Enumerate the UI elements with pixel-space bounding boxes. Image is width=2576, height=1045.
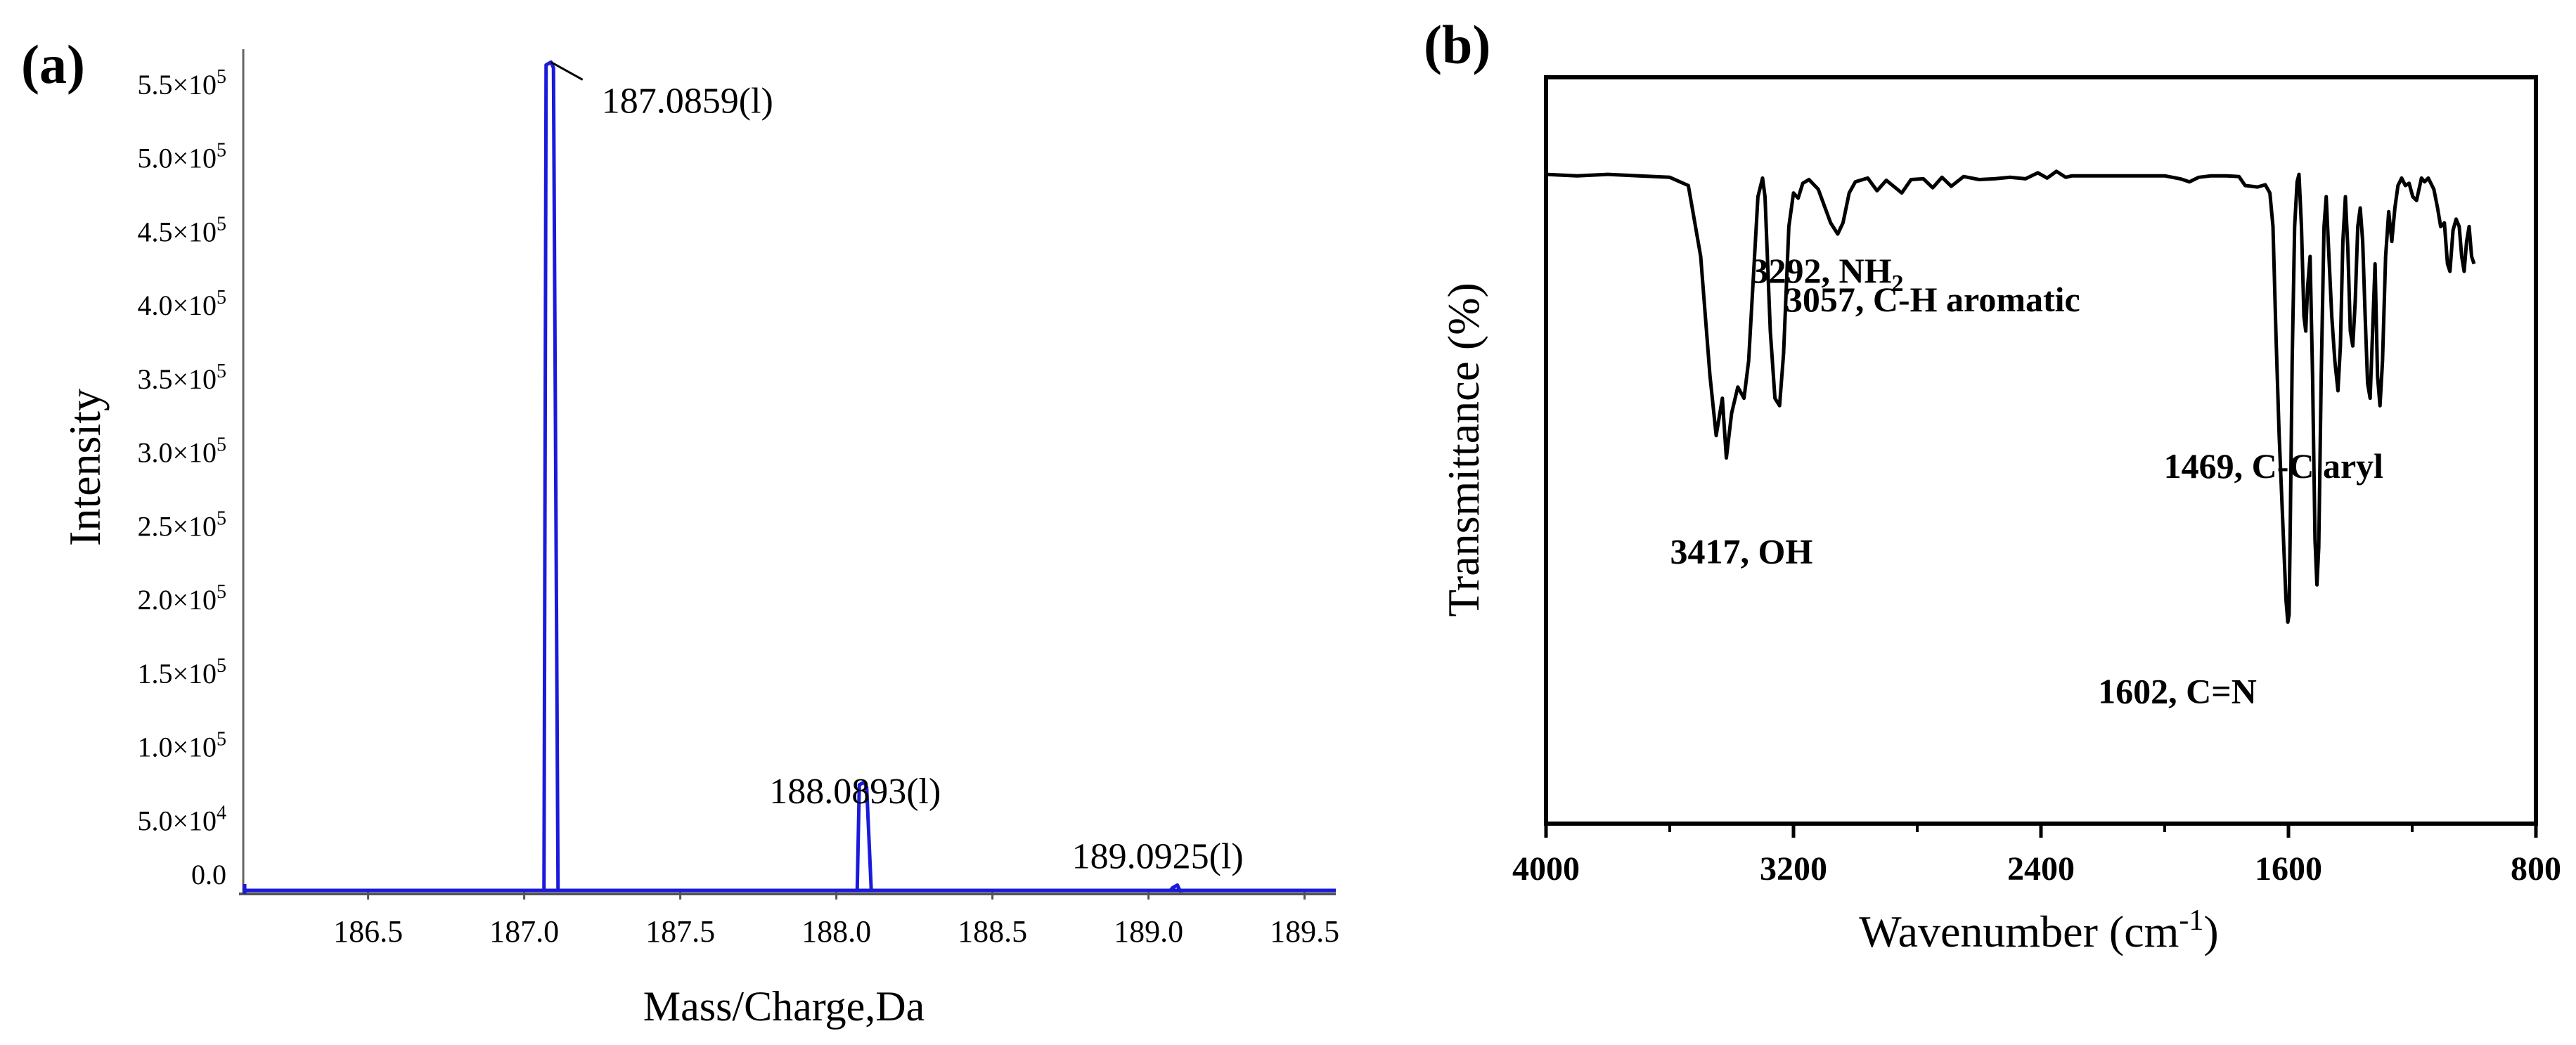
- a-y-tick-exponent: 5: [217, 140, 226, 162]
- a-y-tick-exponent: 5: [217, 361, 226, 382]
- a-y-tick-exponent: 5: [217, 507, 226, 529]
- a-y-tick-label: 3.5×105: [137, 361, 226, 395]
- a-y-tick-label: 5.5×105: [137, 66, 226, 100]
- a-y-tick-exponent: 5: [217, 213, 226, 235]
- a-y-tick-mantissa: 4.5×10: [137, 216, 217, 247]
- b-x-axis-title-sup: -1: [2179, 904, 2203, 937]
- b-annotation-text: 3417, OH: [1670, 532, 1813, 571]
- b-x-axis-title: Wavenumber (cm-1): [1859, 904, 2218, 956]
- a-annotation-leader: [550, 61, 584, 81]
- a-y-axis-title: Intensity: [60, 389, 110, 546]
- a-y-tick-mantissa: 2.5×10: [137, 510, 217, 542]
- a-y-tick-label: 2.5×105: [137, 507, 226, 542]
- a-y-tick-mantissa: 5.5×10: [137, 69, 217, 100]
- a-y-tick-mantissa: 2.0×10: [137, 584, 217, 616]
- a-ticks: 186.5 187.0 187.5 188.0 188.5 189.0 189.5 0.0 5.…: [137, 66, 1339, 949]
- a-y-tick-label: 1.5×105: [137, 655, 226, 689]
- a-peak-1: [855, 780, 873, 891]
- a-peak-2: [1168, 883, 1185, 893]
- a-peak-0: [542, 60, 560, 891]
- b-annotation-text: 1469, C-C aryl: [2164, 446, 2384, 486]
- a-annotation-label: 187.0859(l): [602, 81, 773, 121]
- a-y-tick-label: 4.0×105: [137, 287, 226, 321]
- panel-label-b: (b): [1424, 14, 1490, 75]
- a-y-tick-mantissa: 3.5×10: [137, 363, 217, 395]
- a-y-tick-exponent: 5: [217, 434, 226, 456]
- panel-label-a: (a): [21, 34, 85, 95]
- a-y-tick-exponent: 5: [217, 581, 226, 603]
- b-x-tick-label: 1600: [2255, 850, 2322, 888]
- a-x-tick-label: 189.0: [1114, 914, 1183, 949]
- b-x-tick-label: 4000: [1512, 850, 1580, 888]
- a-data-marks: [243, 60, 1336, 894]
- a-y-tick-mantissa: 1.0×10: [137, 732, 217, 763]
- a-x-tick-label: 188.5: [958, 914, 1027, 949]
- a-x-tick-label: 188.0: [801, 914, 871, 949]
- a-y-tick-exponent: 5: [217, 66, 226, 88]
- a-y-tick-label: 1.0×105: [137, 729, 226, 763]
- b-annotation-label: 1469, C-C aryl: [2164, 446, 2384, 486]
- a-x-tick-label: 187.5: [645, 914, 715, 949]
- a-y-tick-mantissa: 3.0×10: [137, 437, 217, 469]
- panel-a-mass-spectrum: (a) 186.5 187.0 187.5 188.0 188.5 189.0 189.5 0…: [21, 34, 1339, 1030]
- a-y-tick-exponent: 5: [217, 287, 226, 309]
- a-y-tick-exponent: 5: [217, 729, 226, 751]
- a-y-tick-label: 2.0×105: [137, 581, 226, 616]
- panel-b-ftir-spectrum: (b) 4000 3200 2400 1600 800 3057, C-H aromat…: [1424, 14, 2561, 956]
- a-y-tick-exponent: 4: [217, 802, 226, 824]
- b-annotation-label: 3417, OH: [1670, 532, 1813, 571]
- a-y-tick-mantissa: 0.0: [191, 859, 226, 890]
- b-annotation-label: 3057, C-H aromatic: [1785, 280, 2080, 319]
- a-x-tick-label: 187.0: [489, 914, 559, 949]
- b-ticks: 4000 3200 2400 1600 800: [1512, 824, 2561, 888]
- b-x-tick-label: 2400: [2007, 850, 2075, 888]
- a-y-tick-mantissa: 5.0×10: [137, 805, 217, 836]
- b-annotation-text: 3292, NH: [1751, 251, 1892, 290]
- a-x-axis-title: Mass/Charge,Da: [643, 983, 925, 1030]
- b-annotation-label: 3292, NH2: [1751, 251, 1904, 297]
- b-ftir-series-line: [1545, 169, 2476, 624]
- a-y-tick-label: 3.0×105: [137, 434, 226, 469]
- b-plot-frame: [1544, 75, 2538, 826]
- b-x-axis-title-end: ): [2203, 907, 2218, 956]
- a-annotation-label: 188.0893(l): [769, 772, 941, 812]
- a-y-tick-mantissa: 5.0×10: [137, 143, 217, 174]
- b-x-axis-title-main: Wavenumber (cm: [1859, 907, 2179, 956]
- b-annotation-text: 1602, C=N: [2098, 671, 2257, 710]
- a-x-tick-label: 186.5: [333, 914, 403, 949]
- b-x-tick-label: 800: [2511, 850, 2561, 888]
- b-y-axis-title: Transmittance (%): [1438, 283, 1488, 617]
- a-y-tick-mantissa: 4.0×10: [137, 290, 217, 321]
- b-x-tick-label: 3200: [1760, 850, 1827, 888]
- a-y-tick-label: 5.0×105: [137, 140, 226, 174]
- b-annotation-text: 3057, C-H aromatic: [1785, 280, 2080, 319]
- a-y-tick-label: 0.0: [191, 859, 226, 890]
- a-annotation-label: 189.0925(l): [1072, 836, 1244, 876]
- b-annotation-subscript: 2: [1892, 271, 1904, 297]
- b-annotation-label: 1602, C=N: [2098, 671, 2257, 710]
- a-y-tick-exponent: 5: [217, 655, 226, 677]
- a-y-tick-mantissa: 1.5×10: [137, 658, 217, 689]
- a-y-tick-label: 5.0×104: [137, 802, 226, 836]
- a-x-tick-label: 189.5: [1270, 914, 1339, 949]
- a-y-tick-label: 4.5×105: [137, 213, 226, 247]
- a-annotations: 187.0859(l) 188.0893(l) 189.0925(l): [550, 61, 1244, 876]
